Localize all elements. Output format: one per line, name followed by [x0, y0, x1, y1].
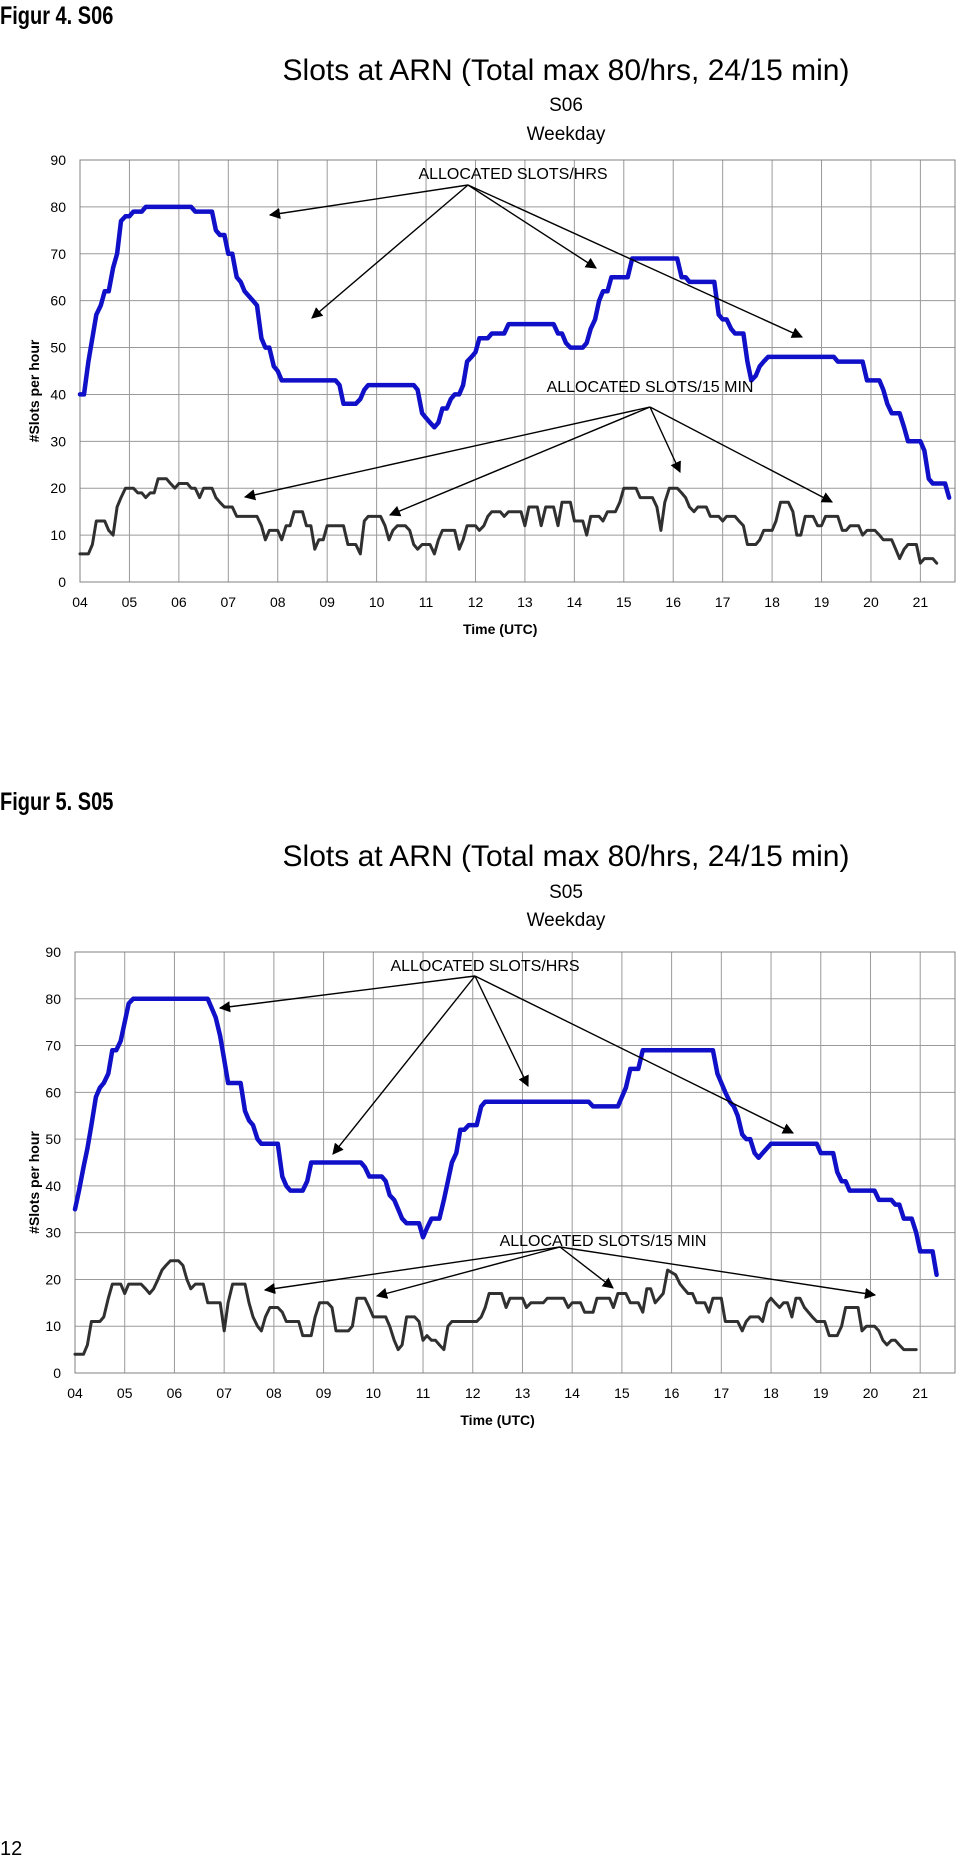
- x-tick-label: 17: [715, 594, 731, 610]
- chart-subtitle: S05: [549, 882, 583, 903]
- annotation-arrow-15min: [375, 1246, 561, 1299]
- y-tick-label: 20: [45, 1271, 61, 1287]
- annotation-arrow-15min: [649, 406, 833, 503]
- x-tick-label: 14: [564, 1385, 580, 1401]
- y-tick-label: 30: [50, 433, 66, 449]
- annotation-slots-15min: ALLOCATED SLOTS/15 MIN: [547, 379, 754, 396]
- y-tick-label: 70: [45, 1038, 61, 1054]
- figure-heading-5: Figur 5. S05: [0, 788, 114, 816]
- chart-subtitle: Weekday: [527, 124, 606, 145]
- x-tick-label: 06: [171, 594, 187, 610]
- page-number: 12: [0, 1838, 23, 1860]
- x-tick-label: 08: [266, 1385, 282, 1401]
- y-tick-label: 90: [45, 944, 61, 960]
- y-tick-label: 40: [45, 1178, 61, 1194]
- y-tick-label: 20: [50, 480, 66, 496]
- chart-title: Slots at ARN (Total max 80/hrs, 24/15 mi…: [283, 54, 850, 87]
- annotation-slots-hrs: ALLOCATED SLOTS/HRS: [390, 958, 579, 975]
- y-axis-label: #Slots per hour: [26, 339, 42, 442]
- annotation-arrow-hrs: [332, 975, 476, 1155]
- x-tick-label: 12: [465, 1385, 481, 1401]
- y-tick-label: 40: [50, 386, 66, 402]
- y-tick-label: 0: [53, 1365, 61, 1381]
- annotation-arrow-15min: [559, 1246, 614, 1289]
- annotation-arrow-15min: [559, 1246, 877, 1300]
- x-tick-label: 18: [763, 1385, 779, 1401]
- x-tick-label: 13: [515, 1385, 531, 1401]
- series-line-slots-15min: [73, 1259, 918, 1356]
- grid: [74, 951, 956, 1374]
- y-tick-label: 0: [58, 574, 66, 590]
- x-tick-label: 17: [714, 1385, 730, 1401]
- y-tick-label: 80: [45, 991, 61, 1007]
- x-tick-label: 18: [764, 594, 780, 610]
- chart-figure-4: 0 10 20 30 40 50 60 70 80 90 04 05 06 07 08 09 10 11 12 13 1…: [26, 54, 956, 637]
- y-tick-label: 70: [50, 246, 66, 262]
- annotation-arrow-hrs: [268, 184, 469, 220]
- x-tick-label: 19: [814, 594, 830, 610]
- x-tick-label: 10: [366, 1385, 382, 1401]
- annotation-slots-15min: ALLOCATED SLOTS/15 MIN: [500, 1233, 707, 1250]
- x-tick-label: 13: [517, 594, 533, 610]
- x-tick-label: 15: [614, 1385, 630, 1401]
- x-tick-label: 05: [117, 1385, 133, 1401]
- annotation-arrow-hrs: [467, 184, 597, 269]
- x-tick-label: 19: [813, 1385, 829, 1401]
- plot-frame: [79, 159, 956, 583]
- x-tick-label: 16: [665, 594, 681, 610]
- annotation-arrow-15min: [388, 406, 651, 517]
- chart-title: Slots at ARN (Total max 80/hrs, 24/15 mi…: [283, 840, 850, 873]
- annotation-arrow-hrs: [474, 975, 529, 1088]
- x-tick-label: 07: [216, 1385, 232, 1401]
- y-tick-label: 10: [45, 1318, 61, 1334]
- x-tick-label: 12: [468, 594, 484, 610]
- y-tick-label: 50: [50, 340, 66, 356]
- chart-subtitle: Weekday: [527, 910, 606, 931]
- x-tick-label: 14: [567, 594, 583, 610]
- x-tick-label: 09: [319, 594, 335, 610]
- x-tick-label: 09: [316, 1385, 332, 1401]
- x-tick-label: 07: [221, 594, 237, 610]
- x-tick-label: 21: [912, 1385, 928, 1401]
- plot-frame: [74, 951, 956, 1374]
- annotation-arrow-hrs: [474, 975, 795, 1134]
- y-tick-label: 30: [45, 1225, 61, 1241]
- annotation-arrow-15min: [243, 406, 651, 501]
- x-axis-label: Time (UTC): [460, 1412, 534, 1428]
- annotation-arrow-hrs: [467, 184, 804, 338]
- series-line-slots-hrs: [72, 996, 939, 1278]
- x-tick-label: 05: [122, 594, 138, 610]
- y-tick-label: 50: [45, 1131, 61, 1147]
- x-tick-label: 21: [913, 594, 929, 610]
- y-tick-label: 60: [50, 293, 66, 309]
- x-tick-label: 08: [270, 594, 286, 610]
- y-tick-label: 60: [45, 1084, 61, 1100]
- annotation-arrow-hrs: [218, 975, 476, 1013]
- series-line-slots-hrs: [77, 204, 952, 500]
- x-tick-label: 11: [416, 1385, 431, 1401]
- figure-heading-4: Figur 4. S06: [0, 2, 114, 30]
- annotation-arrow-15min: [649, 406, 681, 474]
- x-tick-label: 04: [67, 1385, 83, 1401]
- annotation-slots-hrs: ALLOCATED SLOTS/HRS: [418, 166, 607, 183]
- x-tick-label: 16: [664, 1385, 680, 1401]
- x-tick-label: 10: [369, 594, 385, 610]
- x-tick-label: 06: [167, 1385, 183, 1401]
- y-tick-label: 80: [50, 199, 66, 215]
- annotation-arrow-hrs: [311, 184, 469, 319]
- series-line-slots-15min: [78, 477, 939, 565]
- annotation-arrow-15min: [263, 1246, 561, 1295]
- x-tick-label: 20: [863, 1385, 879, 1401]
- y-axis-label: #Slots per hour: [26, 1131, 42, 1234]
- x-tick-label: 04: [72, 594, 88, 610]
- x-tick-label: 20: [863, 594, 879, 610]
- x-tick-label: 15: [616, 594, 632, 610]
- y-tick-label: 10: [50, 527, 66, 543]
- x-tick-label: 11: [419, 594, 434, 610]
- chart-figure-5: 0 10 20 30 40 50 60 70 80 90 04 05 06 07 08 09 10 11 12 13 1…: [26, 840, 956, 1428]
- x-axis-label: Time (UTC): [463, 621, 537, 637]
- y-tick-label: 90: [50, 152, 66, 168]
- chart-subtitle: S06: [549, 95, 583, 116]
